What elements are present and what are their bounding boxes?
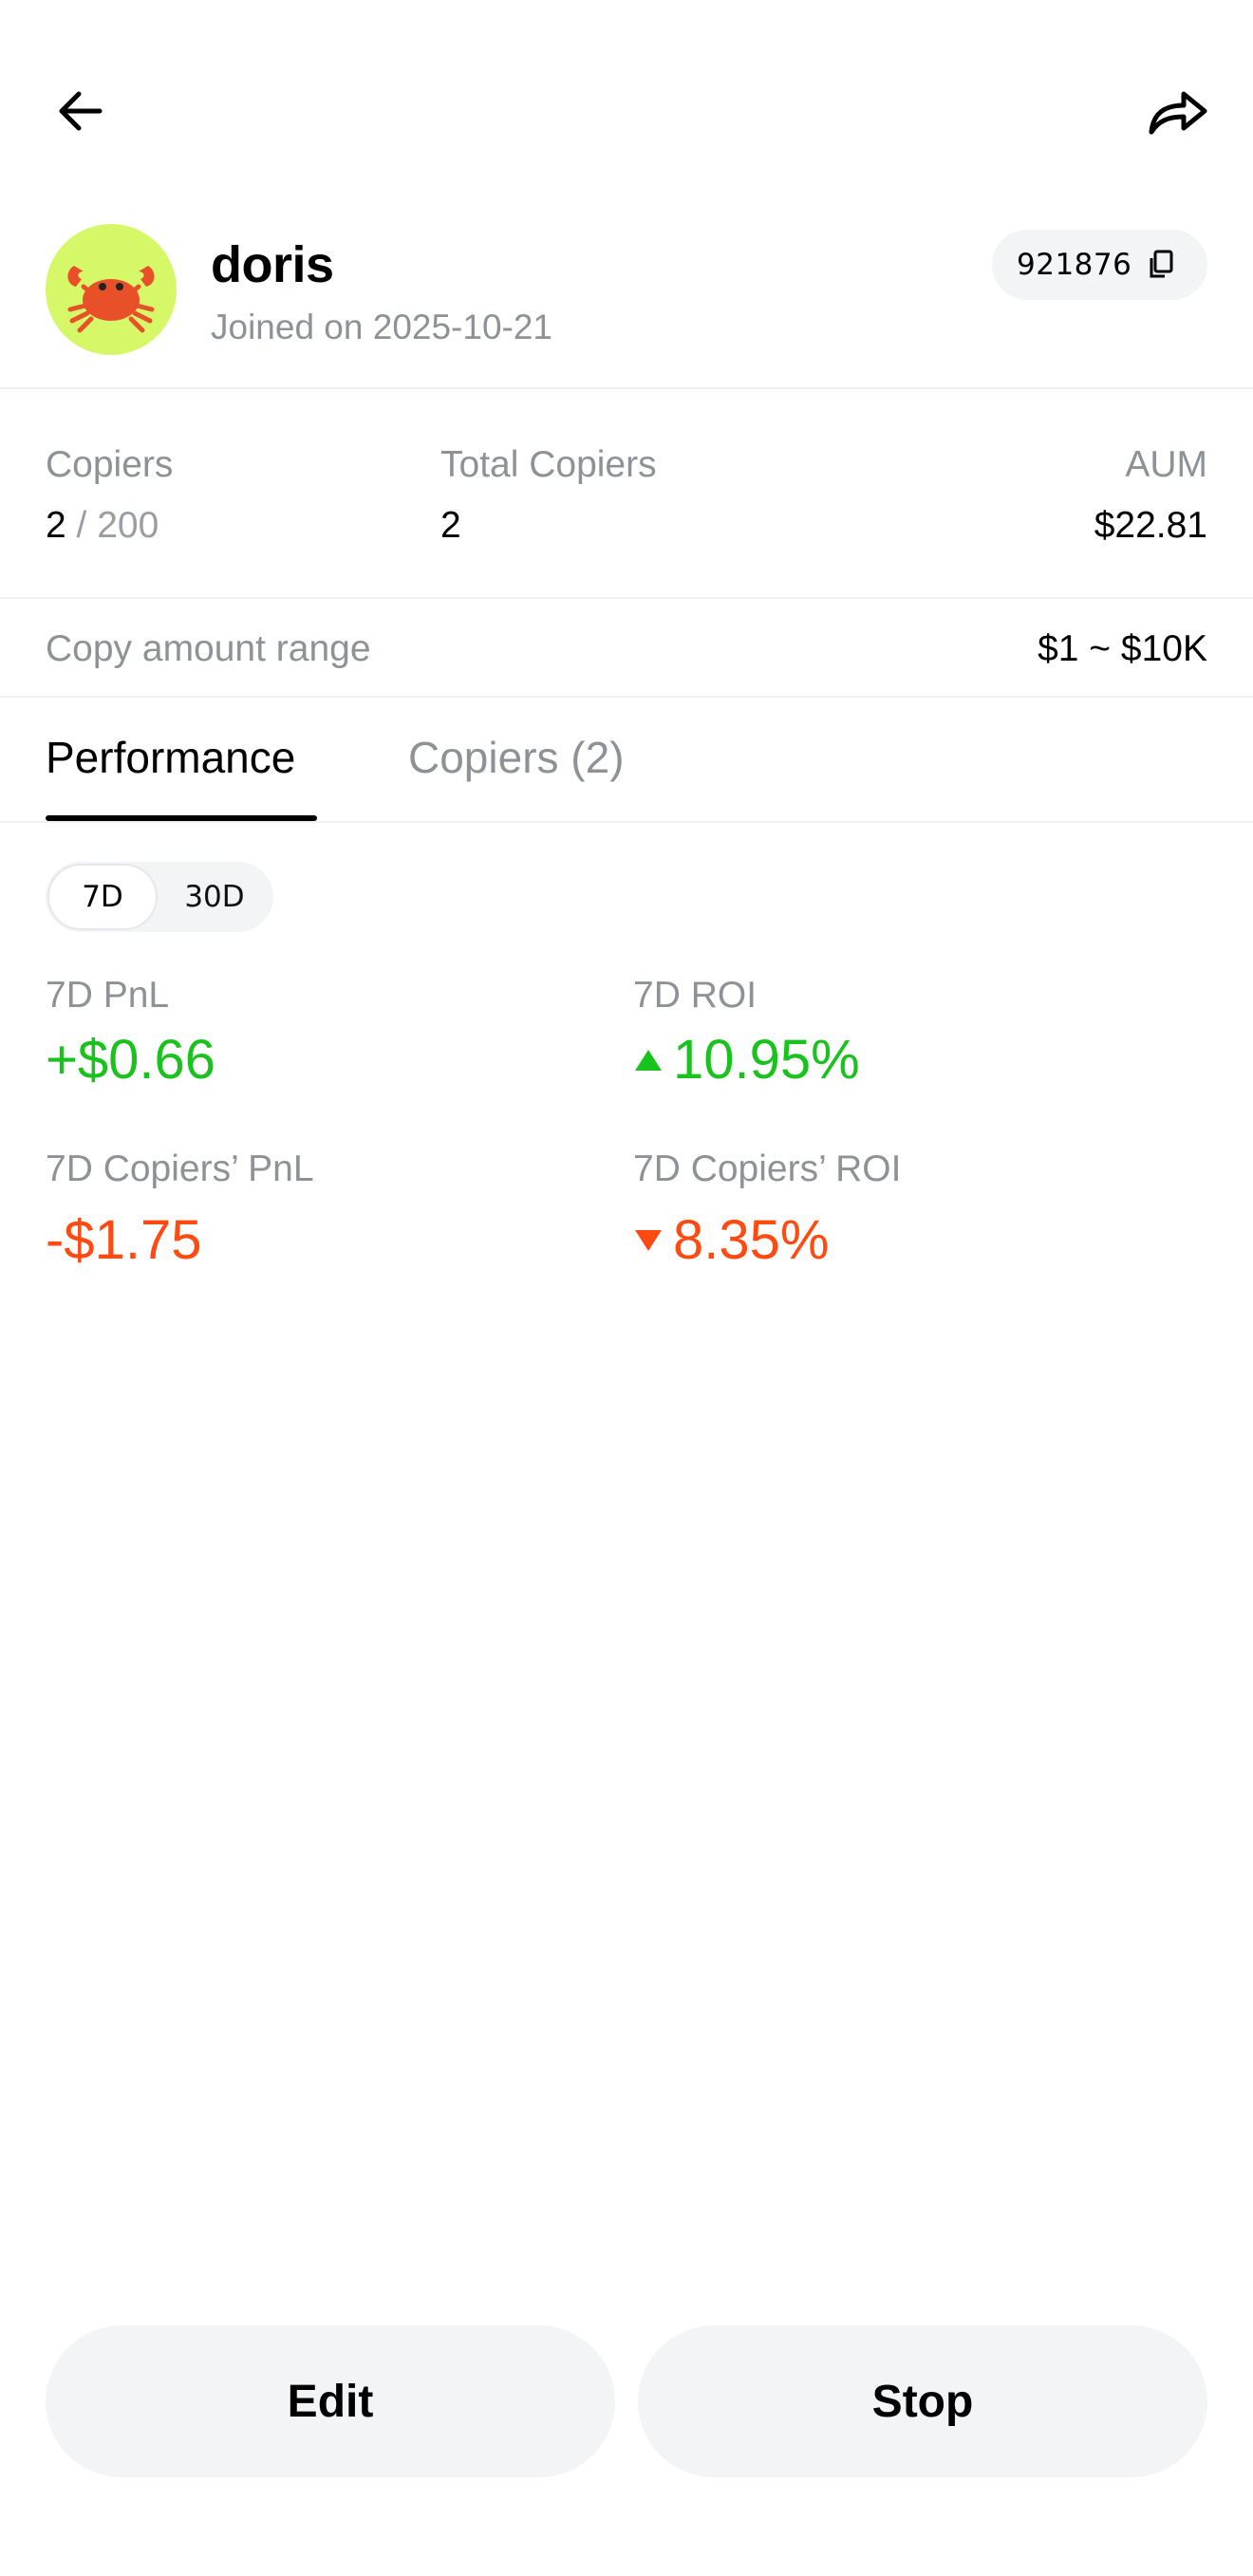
period-selector: 7D 30D <box>46 862 273 932</box>
divider <box>0 597 1253 599</box>
roi-value-row: 10.95% <box>633 1025 860 1095</box>
trader-name: doris <box>211 236 334 293</box>
roi-value: 10.95% <box>673 1029 860 1091</box>
crab-emoji-icon <box>67 266 155 333</box>
copiers-pnl-value: -$1.75 <box>46 1209 202 1271</box>
copiers-max: / 200 <box>65 505 159 546</box>
pnl-label: 7D PnL <box>46 975 170 1016</box>
edit-button[interactable]: Edit <box>46 2325 615 2477</box>
copy-range-label: Copy amount range <box>46 628 371 669</box>
total-copiers-value: 2 <box>440 505 461 546</box>
back-button[interactable] <box>38 68 123 154</box>
divider <box>0 696 1253 698</box>
stop-button[interactable]: Stop <box>638 2325 1207 2477</box>
period-7d-option[interactable]: 7D <box>47 864 158 930</box>
aum-value: $22.81 <box>1094 505 1207 546</box>
copiers-pnl-label: 7D Copiers’ PnL <box>46 1148 314 1189</box>
join-date: Joined on 2025-10-21 <box>211 308 553 346</box>
copiers-roi-value-row: 8.35% <box>633 1205 829 1276</box>
period-30d-option[interactable]: 30D <box>184 880 245 914</box>
triangle-up-icon <box>635 1050 662 1071</box>
tab-active-indicator <box>46 815 317 821</box>
aum-label: AUM <box>1125 444 1207 485</box>
pnl-value: +$0.66 <box>46 1029 216 1091</box>
tab-performance[interactable]: Performance <box>46 733 296 782</box>
copiers-roi-value: 8.35% <box>673 1209 830 1271</box>
uid-text: 921876 <box>1017 248 1132 282</box>
avatar <box>46 224 177 355</box>
tab-copiers[interactable]: Copiers (2) <box>408 733 625 782</box>
divider <box>0 821 1253 823</box>
copiers-roi-label: 7D Copiers’ ROI <box>633 1148 902 1189</box>
copy-range-value: $1 ~ $10K <box>1038 628 1207 669</box>
copy-icon <box>1150 250 1173 278</box>
roi-label: 7D ROI <box>633 975 757 1016</box>
triangle-down-icon <box>635 1230 662 1251</box>
copiers-label: Copiers <box>46 444 174 485</box>
share-button[interactable] <box>1134 68 1220 154</box>
share-arrow-icon <box>1149 91 1207 135</box>
copiers-count: 2 <box>46 505 66 546</box>
divider <box>0 387 1253 389</box>
uid-copy-chip[interactable]: 921876 <box>992 230 1207 300</box>
arrow-left-icon <box>59 91 103 131</box>
copiers-value: 2 / 200 <box>46 502 159 550</box>
total-copiers-label: Total Copiers <box>440 444 657 485</box>
